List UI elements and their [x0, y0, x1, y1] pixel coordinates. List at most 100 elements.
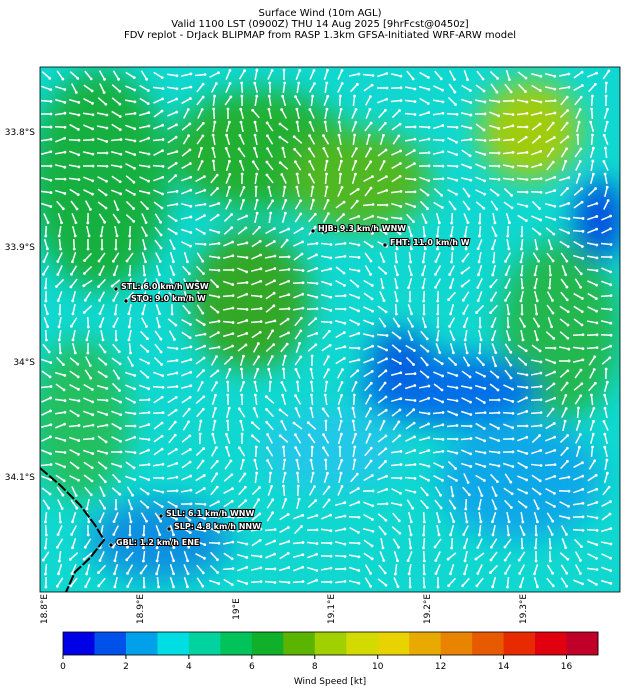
wind-arrow	[363, 513, 373, 521]
wind-arrow-head	[188, 434, 192, 438]
wind-arrow	[462, 577, 470, 587]
wind-arrow	[181, 461, 191, 469]
wind-arrow	[237, 500, 247, 508]
wind-arrow	[489, 71, 499, 79]
wind-arrow-head	[518, 572, 522, 575]
wind-arrow	[142, 537, 146, 549]
wind-arrow-head	[591, 159, 595, 163]
wind-arrow	[306, 566, 318, 572]
wind-arrow-head	[224, 146, 228, 150]
wind-arrow	[350, 200, 358, 210]
wind-arrow-head	[399, 99, 403, 102]
wind-arrow-head	[282, 484, 285, 488]
wind-arrow	[210, 473, 218, 483]
wind-arrow-head	[242, 380, 246, 384]
wind-arrow-head	[114, 507, 118, 511]
wind-arrow-head	[525, 204, 529, 208]
wind-arrow	[393, 577, 399, 587]
wind-arrow-head	[301, 553, 305, 557]
wind-arrow	[391, 175, 401, 183]
wind-arrow-head	[482, 479, 486, 482]
wind-arrow	[488, 99, 500, 103]
wind-arrow-head	[158, 312, 162, 316]
wind-arrow-head	[511, 138, 515, 141]
wind-arrow	[41, 202, 51, 208]
wind-arrow-head	[441, 449, 445, 453]
wind-arrow	[196, 135, 204, 145]
wind-arrow-head	[82, 284, 86, 288]
wind-arrow	[474, 450, 486, 454]
wind-arrow	[112, 473, 120, 483]
wind-arrow	[44, 563, 48, 575]
wind-arrow	[142, 238, 146, 250]
map-frame	[39, 66, 621, 593]
wind-arrow	[41, 358, 51, 364]
wind-arrow-head	[421, 273, 424, 277]
wind-arrow	[335, 357, 345, 365]
wind-arrow-head	[511, 113, 515, 116]
wind-arrow-head	[567, 201, 571, 205]
wind-arrow-head	[119, 400, 122, 404]
wind-arrow	[405, 202, 415, 208]
wind-arrow-head	[287, 268, 291, 271]
wind-arrow-head	[581, 358, 585, 362]
wind-arrow-head	[161, 97, 164, 101]
wind-arrow-head	[536, 520, 539, 524]
wind-arrow-head	[508, 78, 511, 82]
wind-arrow-head	[160, 363, 163, 366]
wind-arrow	[575, 109, 581, 119]
wind-arrow-head	[383, 108, 387, 112]
wind-arrow-head	[424, 221, 428, 224]
wind-arrow	[251, 422, 261, 430]
wind-arrow	[279, 280, 289, 286]
colorbar-segment	[440, 632, 473, 655]
wind-arrow-head	[525, 125, 529, 129]
wind-arrow	[531, 150, 541, 156]
wind-arrow-head	[83, 298, 87, 302]
wind-arrow-head	[497, 138, 501, 141]
wind-arrow-head	[284, 198, 288, 202]
wind-arrow-head	[270, 355, 274, 358]
wind-arrow-head	[68, 557, 72, 561]
wind-arrow-head	[413, 372, 417, 376]
wind-arrow-head	[173, 298, 177, 302]
wind-arrow-head	[326, 94, 330, 98]
wind-arrow	[98, 343, 106, 353]
wind-arrow-head	[603, 406, 607, 410]
wind-arrow	[139, 370, 149, 378]
wind-arrow-head	[525, 386, 529, 389]
wind-arrow	[349, 279, 359, 287]
wind-arrow-head	[567, 489, 571, 493]
wind-arrow-head	[58, 351, 62, 355]
wind-arrow	[478, 251, 482, 263]
wind-arrow-head	[482, 401, 486, 404]
wind-arrow	[390, 202, 402, 208]
wind-arrow	[446, 176, 458, 182]
wind-arrow	[391, 227, 401, 235]
wind-arrow-head	[245, 256, 249, 260]
wind-arrow-head	[465, 520, 469, 524]
wind-arrow	[434, 486, 442, 496]
wind-arrow-head	[160, 395, 164, 399]
wind-arrow	[97, 188, 107, 196]
wind-arrow-head	[300, 525, 303, 528]
wind-arrow	[546, 252, 554, 262]
wind-arrow	[477, 278, 483, 288]
wind-arrow-head	[258, 225, 261, 229]
wind-arrow	[491, 512, 497, 522]
wind-arrow-head	[370, 474, 374, 477]
wind-arrow-head	[119, 450, 123, 454]
wind-arrow	[420, 330, 428, 340]
wind-arrow-head	[301, 281, 305, 285]
wind-arrow	[337, 160, 343, 172]
station-label: FHT: 11.0 km/h W	[390, 238, 470, 247]
wind-arrow-head	[477, 273, 480, 277]
wind-arrow-head	[200, 108, 204, 111]
wind-arrow	[530, 99, 542, 103]
wind-arrow	[504, 369, 512, 379]
wind-arrow-head	[77, 478, 80, 482]
wind-arrow-head	[157, 273, 161, 277]
wind-arrow-head	[69, 285, 73, 289]
wind-arrow-head	[189, 370, 193, 374]
wind-arrow	[324, 108, 328, 120]
